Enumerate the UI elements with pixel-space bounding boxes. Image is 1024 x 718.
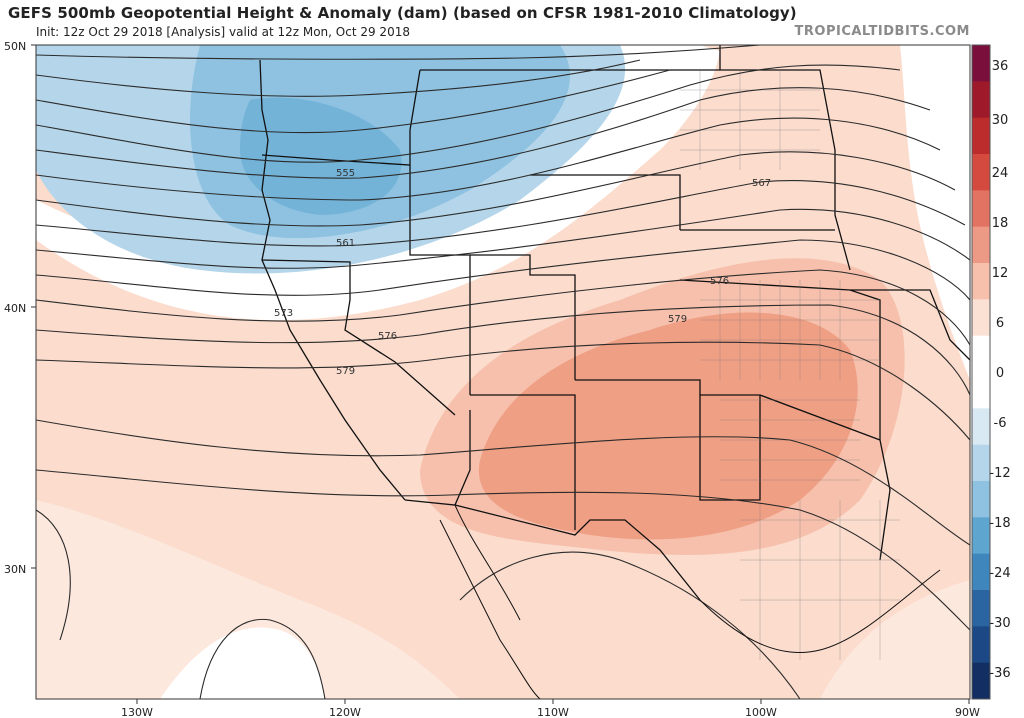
colorbar-label: -18 (989, 516, 1010, 531)
chart-subtitle: Init: 12z Oct 29 2018 [Analysis] valid a… (36, 25, 410, 39)
contour-label: 576 (378, 331, 397, 342)
colorbar-swatch (972, 553, 990, 591)
colorbar-swatch (972, 408, 990, 446)
contour-label: 561 (336, 238, 355, 249)
contour-label: 576 (710, 276, 729, 287)
latitude-axis: 50N 40N 30N (4, 40, 36, 576)
colorbar-swatch (972, 45, 990, 82)
colorbar-label: -12 (989, 466, 1010, 481)
lon-label: 110W (537, 706, 569, 718)
colorbar-label: -36 (989, 666, 1010, 681)
brand-watermark[interactable]: TROPICALTIDBITS.COM (794, 24, 970, 39)
colorbar-label: 18 (992, 216, 1009, 231)
colorbar-swatch (972, 335, 990, 373)
colorbar-swatch (972, 626, 990, 664)
chart-title: GEFS 500mb Geopotential Height & Anomaly… (8, 4, 797, 22)
colorbar-label: 24 (992, 166, 1009, 181)
colorbar-label: 36 (992, 59, 1009, 74)
colorbar-label: -24 (989, 566, 1010, 581)
colorbar-labels: 36 30 24 18 12 6 0 -6 -12 -18 -24 -30 -3… (989, 59, 1010, 681)
colorbar-swatch (972, 299, 990, 337)
colorbar-swatch (972, 81, 990, 119)
colorbar-swatch (972, 263, 990, 300)
colorbar-swatch (972, 190, 990, 228)
lat-label: 40N (4, 302, 26, 315)
lon-label: 100W (745, 706, 777, 718)
contour-label: 573 (274, 308, 293, 319)
anomaly-shading (36, 45, 970, 699)
height-contours (36, 45, 970, 699)
colorbar (971, 44, 991, 700)
lon-label: 90W (955, 706, 980, 718)
lat-label: 30N (4, 563, 26, 576)
lon-label: 130W (121, 706, 153, 718)
contour-labels: 555 561 567 573 576 576 579 579 (274, 168, 771, 377)
colorbar-swatch (972, 481, 990, 518)
lon-label: 120W (329, 706, 361, 718)
colorbar-swatch (972, 117, 990, 155)
contour-label: 567 (752, 178, 771, 189)
colorbar-label: -6 (994, 416, 1007, 431)
map-frame (35, 44, 971, 700)
contour-label: 579 (336, 366, 355, 377)
colorbar-swatch (972, 154, 990, 191)
colorbar-swatch (972, 444, 990, 482)
lat-label: 50N (4, 40, 26, 53)
colorbar-label: 12 (992, 266, 1009, 281)
colorbar-label: 0 (996, 366, 1004, 381)
colorbar-label: 6 (996, 316, 1004, 331)
colorbar-swatch (972, 662, 990, 700)
county-lines (680, 70, 900, 660)
coastline (439, 504, 941, 699)
colorbar-swatch (972, 372, 990, 409)
longitude-axis: 130W 120W 110W 100W 90W (121, 699, 980, 718)
colorbar-swatch (972, 517, 990, 555)
colorbar-swatch (972, 590, 990, 627)
contour-label: 579 (668, 314, 687, 325)
colorbar-frame (971, 44, 991, 700)
state-borders (259, 45, 970, 601)
colorbar-label: -30 (989, 616, 1010, 631)
contour-label: 555 (336, 168, 355, 179)
colorbar-label: 30 (992, 113, 1009, 128)
colorbar-swatch (972, 226, 990, 264)
